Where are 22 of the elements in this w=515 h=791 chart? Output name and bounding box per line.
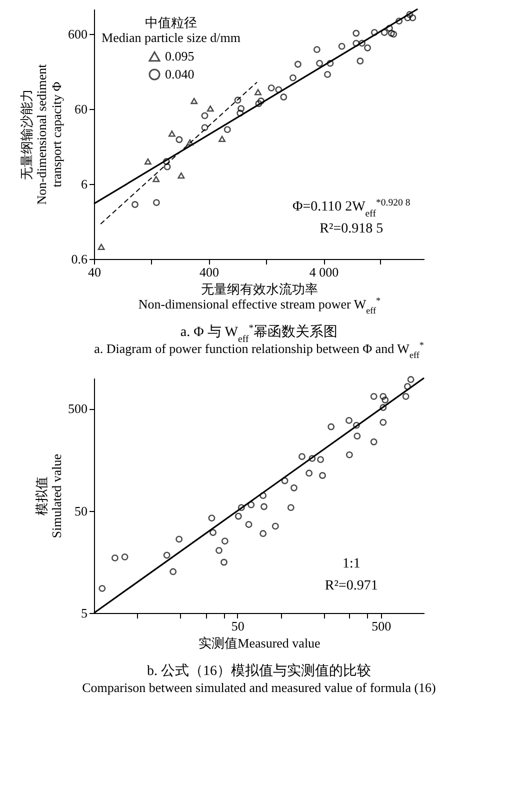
- x-tick-label: 4 000: [309, 264, 339, 280]
- text: a. Φ 与 W$_{eff}$$^{*}$幂函数关系图: [180, 322, 338, 344]
- legend-title: 中值粒径 Median particle size d/mm: [102, 15, 240, 45]
- y-tick-label: 60: [74, 102, 88, 117]
- x-tick-label: 40: [88, 264, 101, 280]
- y-tick-label: 6: [81, 176, 88, 192]
- x-axis-title: 实测值Measured value: [198, 636, 321, 650]
- annotation: R²=0.971: [324, 578, 378, 594]
- y-tick-label: 5: [81, 606, 88, 620]
- y-tick-label: 0.6: [71, 252, 88, 266]
- y-tick-label: 50: [74, 503, 88, 518]
- legend-label: 0.095: [165, 48, 194, 64]
- y-axis-title: 无量纲输沙能力 Non-dimensional sediment transport capacity Φ: [19, 64, 64, 205]
- annotation: R²=0.918 5: [320, 222, 384, 236]
- y-axis-title: 模拟值 Simulated value: [34, 454, 64, 538]
- text: b. 公式（16）模拟值与实测值的比较: [147, 663, 371, 679]
- text: Comparison between simulated and measured value of formula (16): [82, 680, 436, 695]
- y-tick-label: 500: [68, 401, 88, 416]
- legend-label: 0.040: [165, 66, 194, 82]
- y-tick-label: 600: [68, 26, 88, 42]
- x-tick-label: 400: [200, 264, 220, 280]
- annotation: 1:1: [342, 556, 360, 572]
